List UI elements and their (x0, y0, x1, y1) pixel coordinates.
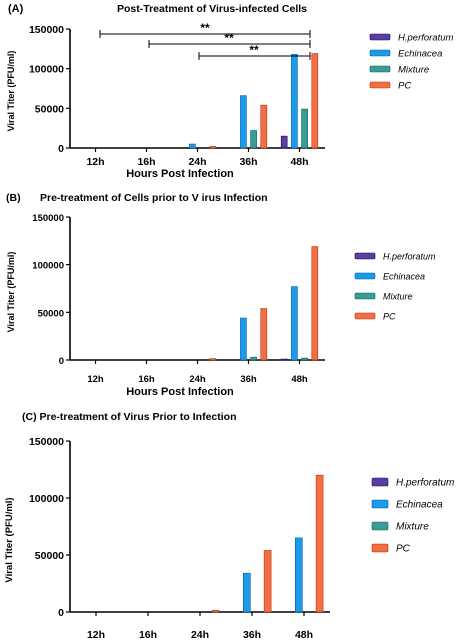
x-tick-label: 12h (87, 374, 104, 385)
y-tick-label: 50000 (35, 103, 64, 115)
legend-label: Mixture (396, 522, 429, 533)
legend-label: Echinacea (398, 49, 442, 60)
panel-b: (B) Pre-treatment of Cells prior to V ir… (6, 192, 436, 398)
bar-echinacea-36h (243, 572, 251, 613)
bar-pc-36h (260, 308, 268, 361)
chart-title-b: Pre-treatment of Cells prior to V irus I… (40, 192, 268, 204)
bar-echinacea-48h (291, 54, 298, 149)
legend-swatch (371, 477, 389, 487)
legend-c: H.perforatum Echinacea Mixture PC (371, 477, 454, 555)
chart-title-c: (C) Pre-treatment of Virus Prior to Infe… (22, 411, 237, 423)
x-axis-label-a: Hours Post Infection (126, 168, 234, 180)
x-tick-label: 24h (189, 374, 206, 385)
bar-echinacea-48h (291, 286, 298, 361)
x-axis-label-b: Hours Post Infection (126, 386, 234, 398)
plot-area-b: 0 50000 100000 150000 12h 16h 24h 36h 48h (32, 213, 325, 385)
bar-echinacea-36h (240, 95, 247, 149)
legend-swatch (354, 292, 376, 300)
legend-label: PC (383, 312, 396, 322)
legend-swatch (369, 49, 391, 57)
x-tick-label: 48h (295, 629, 313, 641)
bar-pc-48h (311, 53, 319, 149)
bar-mixture-48h (301, 357, 308, 361)
bar-pc-48h (311, 246, 319, 361)
bar-pc-48h (315, 474, 324, 613)
chart-title-a: Post-Treatment of Virus-infected Cells (117, 3, 307, 15)
legend-label: Mixture (383, 292, 413, 302)
panel-a: (A) Post-Treatment of Virus-infected Cel… (6, 3, 454, 180)
x-tick-label: 48h (290, 156, 308, 168)
bar-pc-24h (211, 609, 220, 613)
legend-label: Mixture (398, 65, 429, 76)
panel-c: (C) Pre-treatment of Virus Prior to Infe… (4, 411, 454, 641)
y-tick-label: 100000 (29, 493, 64, 505)
y-axis-label-c: Viral Titer (PFU/ml) (4, 497, 15, 582)
bar-pc-36h (263, 550, 272, 613)
legend-swatch (354, 252, 376, 260)
y-tick-label: 150000 (29, 24, 64, 36)
legend-label: H.perforatum (383, 252, 436, 262)
y-tick-label: 0 (59, 356, 64, 367)
bar-echinacea-36h (240, 317, 247, 361)
y-tick-label: 100000 (29, 64, 64, 76)
legend-label: H.perforatum (396, 478, 454, 489)
x-tick-label: 16h (137, 156, 155, 168)
panel-label-b: (B) (6, 192, 21, 204)
legend-label: H.perforatum (398, 33, 454, 44)
x-tick-label: 36h (240, 374, 257, 385)
legend-a: H.perforatum Echinacea Mixture PC (369, 33, 454, 92)
legend-swatch (369, 33, 391, 41)
y-tick-label: 150000 (32, 213, 64, 224)
x-tick-label: 16h (138, 374, 155, 385)
panel-label-a: (A) (8, 3, 24, 15)
x-tick-label: 16h (139, 629, 157, 641)
bar-mixture-36h (250, 130, 257, 149)
legend-label: Echinacea (396, 500, 443, 511)
legend-label: PC (398, 81, 411, 92)
x-tick-label: 36h (239, 156, 257, 168)
x-tick-label: 24h (188, 156, 206, 168)
x-tick-label: 24h (191, 629, 209, 641)
x-tick-label: 36h (243, 629, 261, 641)
x-tick-label: 12h (86, 156, 104, 168)
y-tick-label: 150000 (29, 436, 64, 448)
bar-pc-36h (260, 104, 268, 149)
significance-star: ** (249, 43, 259, 57)
legend-swatch (371, 499, 389, 509)
bar-pc-24h (209, 146, 217, 149)
bar-pc-24h (209, 358, 217, 361)
y-tick-label: 0 (58, 607, 64, 619)
bar-mixture-48h (301, 108, 308, 149)
plot-area-a: 0 50000 100000 150000 12h 16h 24h 36h 48h (29, 24, 325, 168)
y-axis-label-b: Viral Titer (PFU/ml) (6, 252, 16, 333)
legend-b: H.perforatum Echinacea Mixture PC (354, 252, 436, 322)
significance-star: ** (200, 21, 210, 35)
y-tick-label: 50000 (35, 550, 64, 562)
bar-h-perforatum-48h (280, 358, 288, 361)
legend-label: Echinacea (383, 272, 425, 282)
y-axis-label-a: Viral Titer (PFU/ml) (6, 51, 16, 132)
legend-swatch (354, 312, 376, 320)
y-tick-label: 50000 (38, 308, 64, 319)
significance-brackets (99, 30, 311, 60)
legend-label: PC (396, 544, 411, 555)
legend-swatch (371, 543, 389, 553)
legend-swatch (354, 272, 376, 280)
bar-echinacea-24h (189, 143, 196, 149)
legend-swatch (369, 65, 391, 73)
significance-star: ** (224, 31, 234, 45)
x-tick-label: 12h (87, 629, 105, 641)
bar-h-perforatum-48h (280, 135, 288, 149)
plot-area-c: 0 50000 100000 150000 12h 16h 24h 36h 48h (29, 436, 330, 641)
y-tick-label: 100000 (32, 261, 64, 272)
legend-swatch (371, 521, 389, 531)
bar-mixture-36h (250, 356, 257, 361)
legend-swatch (369, 81, 391, 89)
x-tick-label: 48h (291, 374, 308, 385)
y-tick-label: 0 (58, 143, 64, 155)
bar-echinacea-48h (294, 537, 303, 613)
